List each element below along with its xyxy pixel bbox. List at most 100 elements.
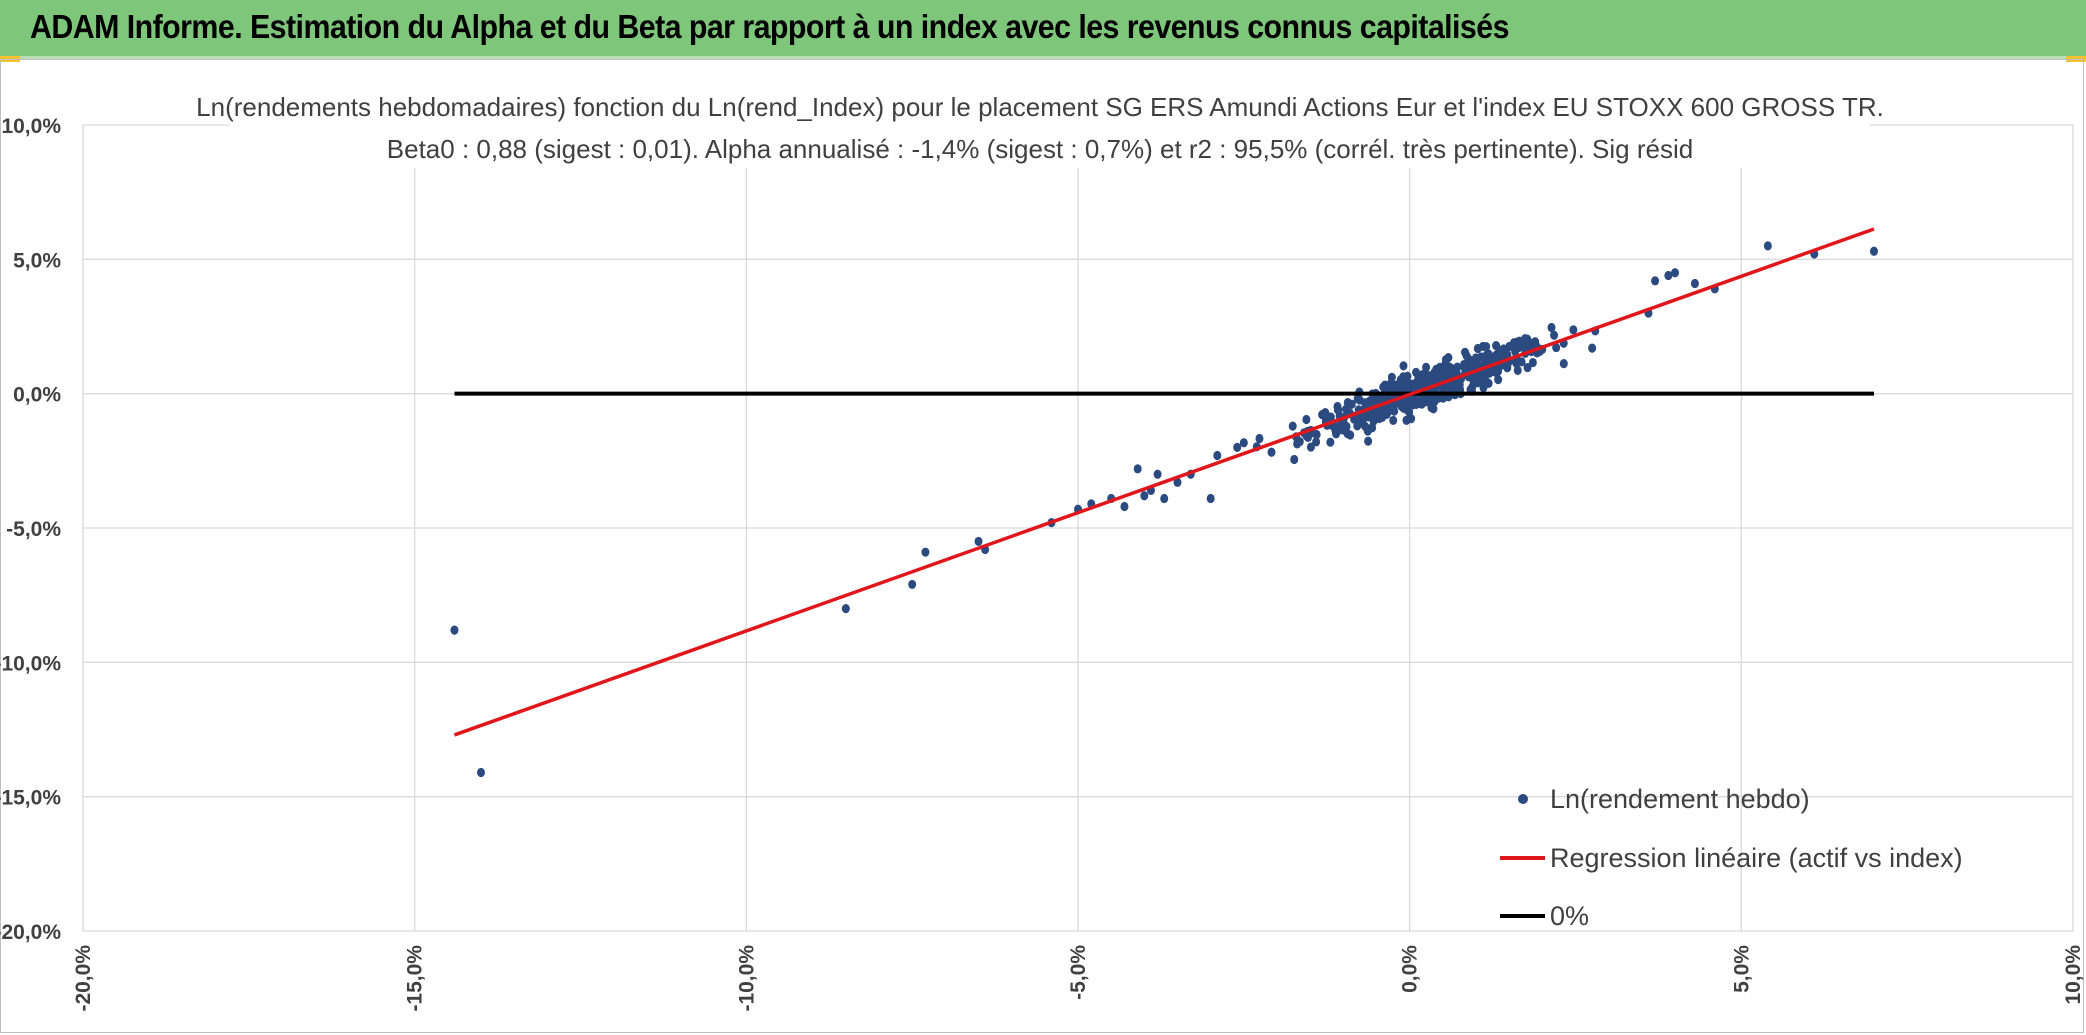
data-point [1418,370,1427,380]
data-point [1870,246,1878,256]
report-title: ADAM Informe. Estimation du Alpha et du … [30,8,1509,45]
legend-label-points: Ln(rendement hebdo) [1550,784,1810,814]
y-axis: 10,0% 5,0% 0,0% -5,0% -10,0% -15,0% -20,0% [0,115,61,944]
data-point [1372,412,1381,422]
y-tick-label: 0,0% [13,384,61,407]
y-tick-label: -5,0% [6,518,61,541]
data-point [1133,464,1142,474]
data-point [1410,399,1419,409]
data-point [1404,383,1413,393]
data-point [1372,396,1381,406]
data-point [1552,342,1561,353]
data-point [1255,433,1264,444]
data-point [450,625,459,635]
data-point [1383,407,1392,417]
data-point [1173,477,1182,487]
data-point [1412,367,1421,377]
data-point [1671,268,1679,278]
data-points [450,241,1878,778]
chart-title-background [230,88,1870,168]
data-point [1690,278,1699,289]
data-point [1482,341,1491,352]
data-point [908,579,917,590]
data-point [1422,362,1431,372]
data-point [1521,334,1530,344]
data-point [1399,361,1408,371]
chart-title-line1: Ln(rendements hebdomadaires) fonction du… [196,92,1884,122]
data-point [1651,276,1660,286]
x-axis: -20,0% -15,0% -10,0% -5,0% 0,0% 5,0% 10,0% [72,945,2085,1012]
data-point [1435,366,1444,376]
data-point [1523,362,1532,373]
data-point [1388,381,1397,391]
data-point [1443,361,1452,371]
data-point [1306,442,1315,452]
x-tick-label: -20,0% [72,945,95,1012]
data-point [1312,429,1321,440]
data-point [1484,378,1493,388]
data-point [1511,346,1520,357]
data-point [1321,408,1330,418]
data-point [1293,439,1302,449]
x-tick-label: 5,0% [1730,945,1753,993]
data-point [1394,381,1403,391]
data-point [1517,357,1526,367]
data-point [1503,360,1512,370]
data-point [1160,493,1169,504]
series-lines [453,227,1875,737]
data-point [1267,447,1276,457]
data-point [1331,425,1340,435]
data-point [1399,372,1408,382]
data-point [1505,341,1514,352]
data-point [1340,425,1349,435]
data-point [1140,491,1149,501]
data-point [1399,402,1408,413]
y-tick-label: -15,0% [0,787,61,810]
data-point [1588,343,1597,353]
legend-label-regression: Regression linéaire (actif vs index) [1550,843,1963,873]
data-point [1433,393,1442,403]
data-point [1453,362,1462,372]
chart-title-line2: Beta0 : 0,88 (sigest : 0,01). Alpha annu… [387,134,1693,164]
legend-marker-points [1518,794,1528,804]
data-point [1290,454,1299,465]
data-point [1361,421,1370,431]
data-point [1347,399,1356,409]
legend: Ln(rendement hebdo) Regression linéaire … [1500,784,1963,931]
header-banner: ADAM Informe. Estimation du Alpha et du … [0,0,2086,59]
data-point [1206,493,1215,504]
regression-line [453,227,1875,737]
data-point [1569,325,1578,335]
chart-frame [0,59,2084,1033]
data-point [1312,437,1321,447]
data-point [1402,415,1411,425]
data-point [1419,394,1428,405]
chart-title: Ln(rendements hebdomadaires) fonction du… [196,88,1884,168]
y-tick-label: 10,0% [1,115,61,138]
data-point [1550,330,1559,340]
data-point [1513,365,1522,376]
data-point [1444,353,1453,363]
data-point [1664,270,1673,281]
data-point [1364,436,1373,446]
data-point [1233,442,1242,452]
data-point [974,536,983,547]
data-point [1439,393,1448,403]
data-point [1355,395,1364,405]
data-point [1528,357,1537,368]
data-point [841,604,850,614]
x-tick-label: 10,0% [2062,945,2085,1005]
data-point [921,547,930,557]
data-point [1346,430,1355,440]
y-tick-label: 5,0% [13,249,61,272]
data-point [1389,415,1398,426]
data-point [1763,241,1772,251]
data-point [1559,359,1568,369]
data-point [1461,347,1470,357]
data-point [1239,438,1248,448]
data-point [1326,437,1335,447]
x-tick-label: -15,0% [404,945,427,1012]
data-point [1366,409,1375,419]
data-point [1213,450,1222,461]
